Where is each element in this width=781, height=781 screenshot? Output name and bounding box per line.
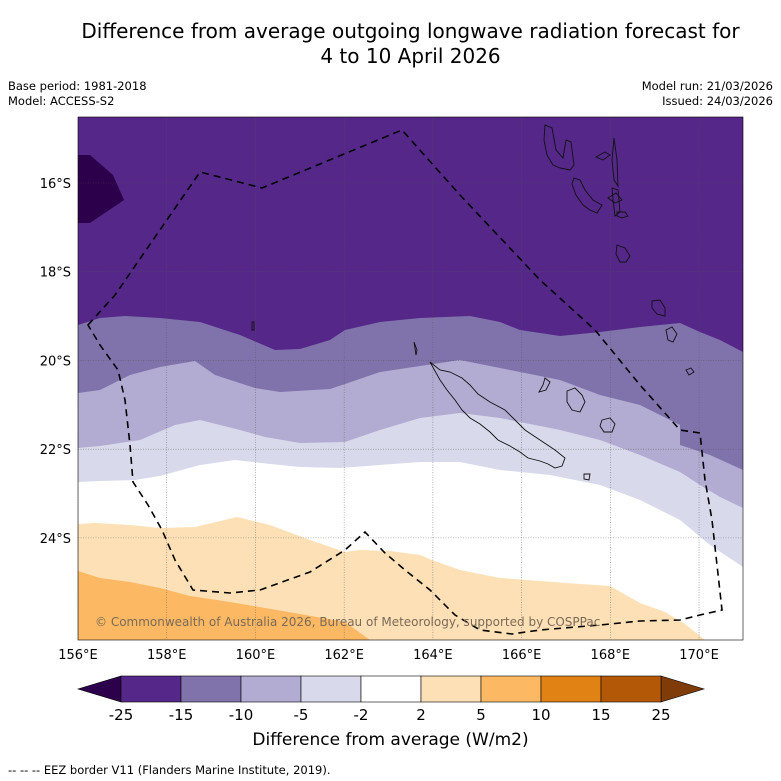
lat-tick-label: 20°S [40, 354, 71, 369]
vanuatu-espiritu-santo [543, 124, 575, 171]
meta-right: Model run: 21/03/2026 Issued: 24/03/2026 [642, 79, 773, 109]
graticule [78, 117, 743, 640]
eez-border [87, 129, 723, 635]
longitude-labels: 156°E 158°E 160°E 162°E 164°E 166°E 168°E 170°E [58, 648, 719, 663]
vanuatu-ambrym [607, 192, 623, 204]
new-caledonia-coastline [429, 361, 566, 469]
colorbar-segment [600, 675, 662, 703]
lon-tick-label: 164°E [413, 648, 453, 663]
vanuatu-tanna [665, 326, 678, 343]
colorbar-segment [120, 675, 182, 703]
colorbar-segment [240, 675, 302, 703]
vanuatu-pentecost [611, 187, 621, 217]
chart-title: Difference from average outgoing longwav… [0, 19, 781, 69]
title-line-2: 4 to 10 April 2026 [320, 44, 501, 68]
isle-of-pines [583, 473, 591, 481]
loyalty-islands-ouvea [538, 377, 551, 393]
colorbar-tick-label: 2 [416, 706, 426, 724]
vanuatu-malekula [571, 177, 603, 214]
vanuatu-erromango [651, 299, 666, 317]
vanuatu-maewo [611, 137, 619, 188]
colorbar-segment [300, 675, 362, 703]
lon-tick-label: 162°E [324, 648, 364, 663]
colorbar-title: Difference from average (W/m2) [252, 730, 529, 750]
colorbar-tick-label: 15 [591, 706, 610, 724]
lon-tick-label: 158°E [147, 648, 187, 663]
map-plot-area: © Commonwealth of Australia 2026, Bureau… [78, 117, 743, 640]
meta-left: Base period: 1981-2018 Model: ACCESS-S2 [8, 79, 147, 109]
model-run: Model run: 21/03/2026 [641, 79, 773, 93]
loyalty-islands-lifou [566, 387, 586, 413]
colorbar-segment [480, 675, 542, 703]
chesterfield-reef [251, 321, 255, 331]
lon-tick-label: 170°E [679, 648, 719, 663]
vanuatu-epi [616, 211, 629, 219]
colorbar-over-arrow [660, 675, 706, 703]
colorbar-tick-label: -25 [109, 706, 134, 724]
lon-tick-label: 160°E [236, 648, 276, 663]
lon-tick-label: 168°E [591, 648, 631, 663]
colorbar-tick-label: -15 [169, 706, 194, 724]
colorbar-tick-label: 10 [531, 706, 550, 724]
vanuatu-aneityum [685, 367, 695, 376]
latitude-labels: 16°S 18°S 20°S 22°S 24°S [40, 177, 71, 547]
colorbar: -25 -15 -10 -5 -2 2 5 10 15 25 [76, 675, 706, 724]
colorbar-segment [420, 675, 482, 703]
colorbar-segment [360, 675, 422, 703]
colorbar-tick-label: -5 [294, 706, 309, 724]
colorbar-segment [540, 675, 602, 703]
colorbar-under-arrow [76, 675, 122, 703]
title-line-1: Difference from average outgoing longwav… [81, 19, 740, 43]
map-frame [77, 116, 744, 641]
model-name: Model: ACCESS-S2 [8, 94, 115, 108]
lat-tick-label: 24°S [40, 532, 71, 547]
lon-tick-label: 156°E [58, 648, 98, 663]
colorbar-tick-label: -2 [354, 706, 369, 724]
lat-tick-label: 22°S [40, 443, 71, 458]
issued-date: Issued: 24/03/2026 [662, 94, 773, 108]
colorbar-segment [180, 675, 242, 703]
coastlines [251, 124, 695, 481]
band-pos5-pos10 [78, 571, 370, 640]
belep-islands [413, 341, 418, 356]
band-below-neg25 [78, 155, 124, 223]
colorbar-tick-label: 25 [651, 706, 670, 724]
colorbar-tick-label: 5 [476, 706, 486, 724]
vanuatu-ambae [594, 151, 611, 161]
lat-tick-label: 18°S [40, 266, 71, 281]
colorbar-tick-label: -10 [229, 706, 254, 724]
base-period: Base period: 1981-2018 [8, 79, 147, 93]
lon-tick-label: 166°E [502, 648, 542, 663]
vanuatu-efate [615, 244, 631, 263]
eez-footnote: -- -- -- EEZ border V11 (Flanders Marine… [8, 763, 331, 777]
lat-tick-label: 16°S [40, 177, 71, 192]
loyalty-islands-mare [599, 417, 616, 433]
copyright-text: © Commonwealth of Australia 2026, Bureau… [95, 615, 600, 629]
